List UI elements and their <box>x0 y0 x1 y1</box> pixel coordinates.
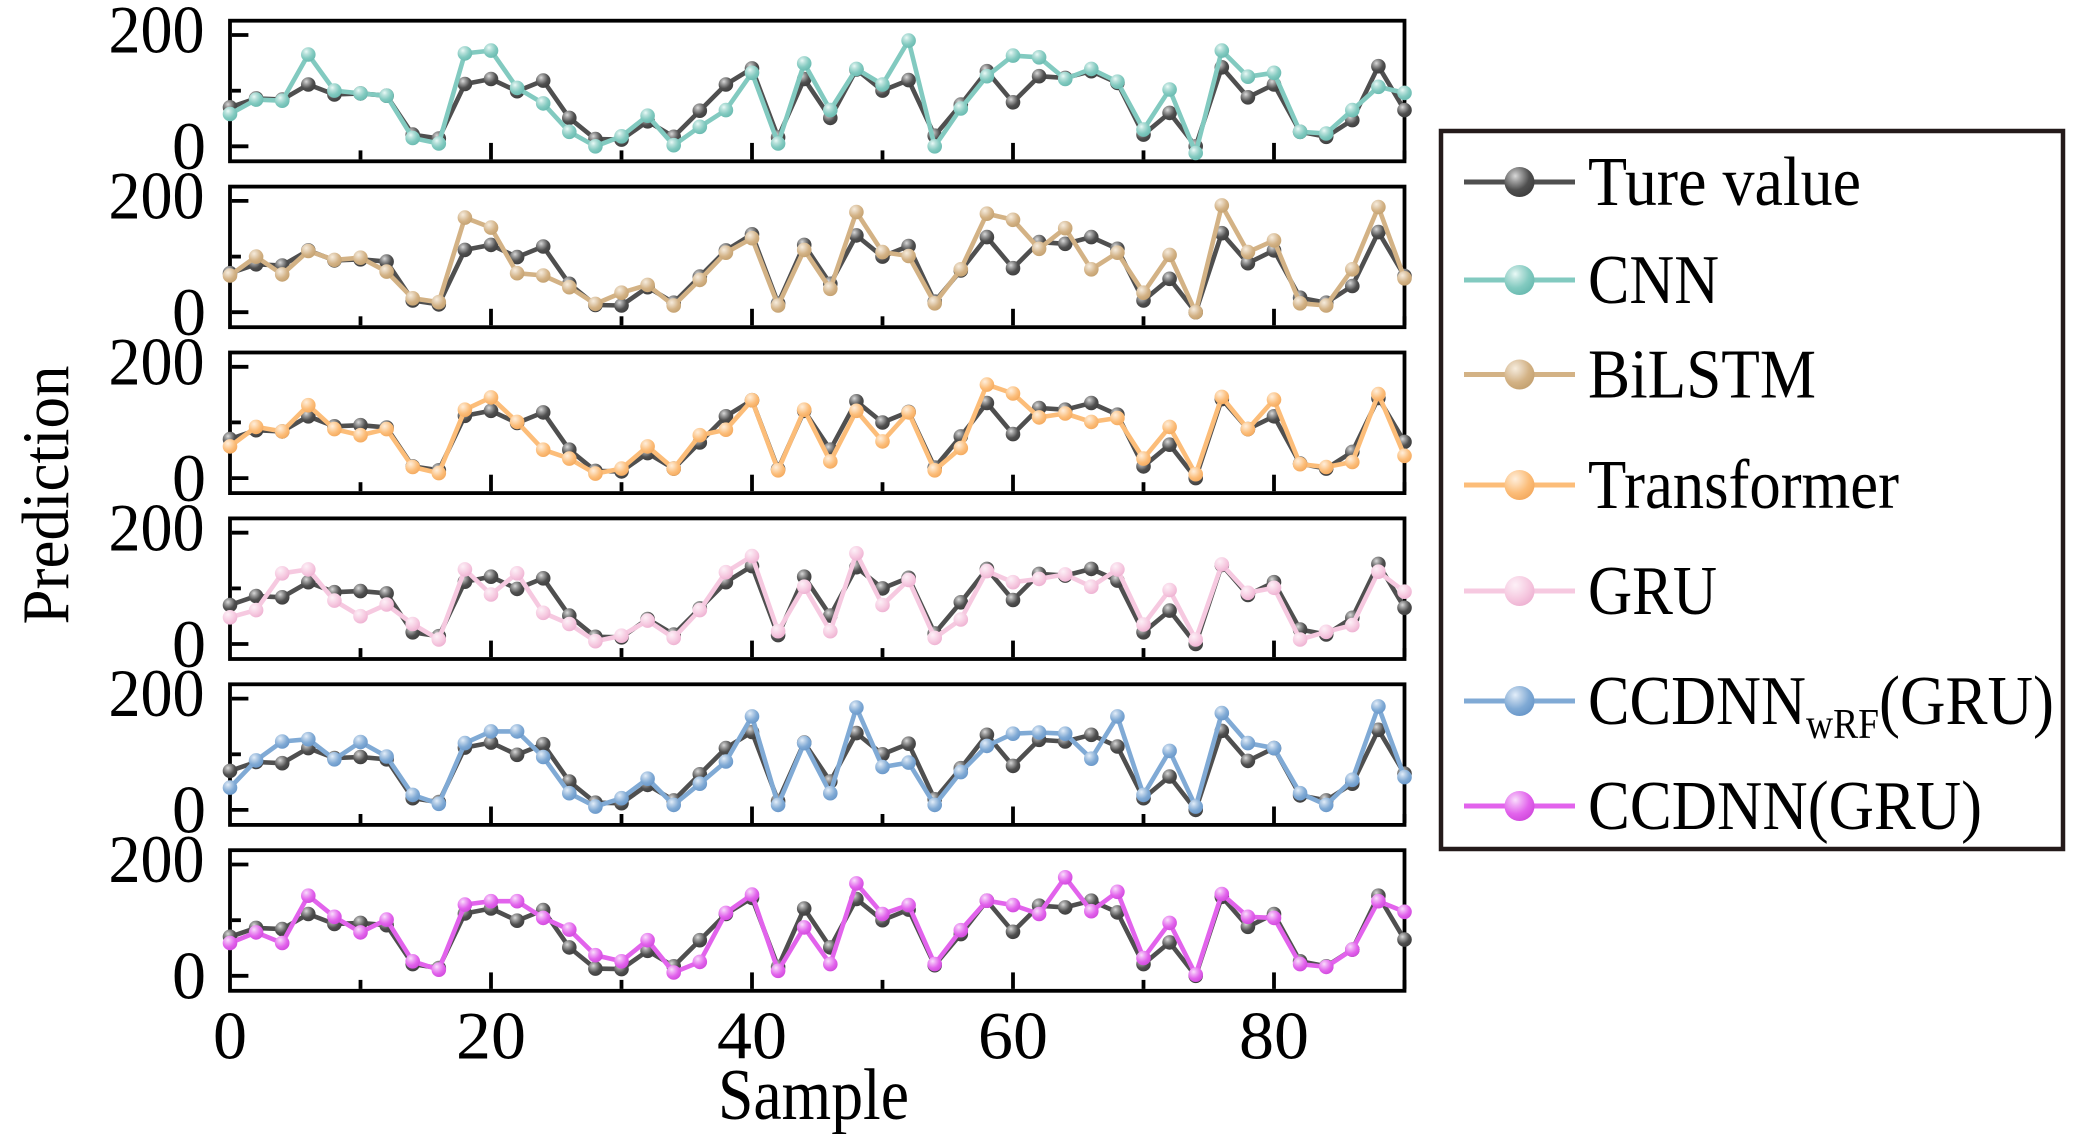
svg-text:200: 200 <box>109 323 205 399</box>
svg-text:0: 0 <box>172 772 206 848</box>
svg-text:80: 80 <box>1239 997 1309 1073</box>
svg-text:GRU: GRU <box>1588 553 1717 630</box>
svg-text:0: 0 <box>172 274 206 350</box>
svg-text:CCDNN(GRU): CCDNN(GRU) <box>1588 768 1982 845</box>
svg-text:CNN: CNN <box>1588 242 1719 319</box>
svg-text:Transformer: Transformer <box>1588 447 1899 524</box>
svg-text:CCDNNwRF(GRU): CCDNNwRF(GRU) <box>1588 663 2054 748</box>
svg-text:200: 200 <box>109 655 205 731</box>
svg-text:Prediction: Prediction <box>9 366 83 625</box>
svg-text:0: 0 <box>172 108 206 184</box>
svg-text:BiLSTM: BiLSTM <box>1588 336 1816 413</box>
svg-text:200: 200 <box>109 158 205 234</box>
svg-text:20: 20 <box>456 997 526 1073</box>
svg-text:200: 200 <box>109 821 205 897</box>
svg-text:0: 0 <box>213 997 247 1073</box>
svg-text:200: 200 <box>109 0 205 68</box>
svg-text:200: 200 <box>109 489 205 565</box>
svg-text:0: 0 <box>172 440 206 516</box>
svg-text:40: 40 <box>717 997 787 1073</box>
svg-text:Sample: Sample <box>718 1054 909 1134</box>
svg-text:Ture value: Ture value <box>1588 144 1861 221</box>
svg-text:0: 0 <box>172 938 206 1014</box>
svg-text:0: 0 <box>172 606 206 682</box>
svg-text:60: 60 <box>978 997 1048 1073</box>
